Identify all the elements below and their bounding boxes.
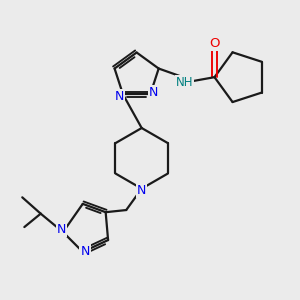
Text: NH: NH <box>176 76 194 89</box>
Text: N: N <box>57 223 66 236</box>
Text: N: N <box>115 90 124 103</box>
Text: N: N <box>137 184 146 196</box>
Text: N: N <box>149 86 158 100</box>
Text: O: O <box>209 37 220 50</box>
Text: N: N <box>80 245 90 258</box>
